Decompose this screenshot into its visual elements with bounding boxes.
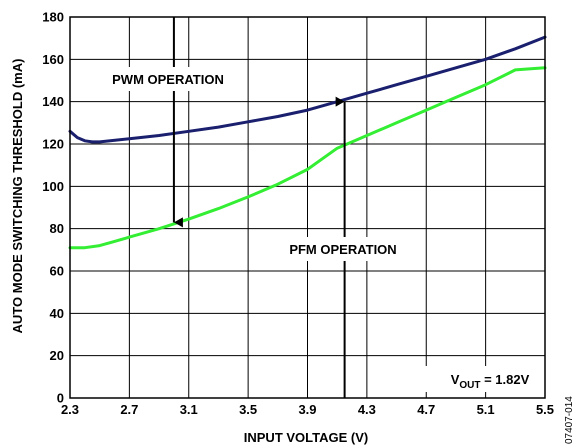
pwm-operation-label: PWM OPERATION — [112, 72, 224, 87]
vout-label-bg — [425, 366, 543, 392]
y-tick-label: 60 — [50, 264, 64, 279]
y-tick-label: 120 — [42, 137, 64, 152]
x-tick-label: 5.1 — [477, 402, 495, 417]
x-tick-label: 4.7 — [417, 402, 435, 417]
x-tick-labels: 2.3 2.7 3.1 3.5 3.9 4.3 4.7 5.1 5.5 — [61, 402, 554, 417]
y-tick-label: 100 — [42, 179, 64, 194]
y-tick-label: 40 — [50, 306, 64, 321]
figure-id: 07407-014 — [564, 396, 575, 444]
y-tick-label: 180 — [42, 10, 64, 25]
y-tick-label: 140 — [42, 94, 64, 109]
pfm-label-bg — [268, 237, 418, 261]
x-tick-label: 3.5 — [239, 402, 257, 417]
vout-prefix: V — [451, 372, 460, 387]
grid — [69, 16, 546, 399]
y-tick-label: 20 — [50, 348, 64, 363]
pwm-label-bg — [92, 67, 244, 91]
y-tick-label: 0 — [57, 391, 64, 406]
x-tick-label: 3.9 — [298, 402, 316, 417]
x-axis-label: INPUT VOLTAGE (V) — [244, 430, 368, 445]
y-tick-label: 160 — [42, 52, 64, 67]
series-layer — [68, 35, 547, 250]
vout-value: = 1.82V — [480, 372, 529, 387]
y-axis-label: AUTO MODE SWITCHING THRESHOLD (mA) — [10, 59, 25, 334]
plot-frame — [69, 16, 546, 399]
vout-label: VOUT = 1.82V — [451, 372, 530, 391]
y-tick-labels: 0 20 40 60 80 100 120 140 160 180 — [42, 10, 64, 406]
x-tick-label: 2.7 — [120, 402, 138, 417]
y-tick-label: 80 — [50, 221, 64, 236]
vout-subscript: OUT — [459, 380, 480, 391]
series-line-2 — [68, 66, 547, 250]
x-tick-label: 5.5 — [536, 402, 554, 417]
series-line-1 — [68, 35, 547, 144]
x-tick-label: 2.3 — [61, 402, 79, 417]
pfm-operation-label: PFM OPERATION — [289, 242, 396, 257]
x-tick-label: 4.3 — [358, 402, 376, 417]
x-tick-label: 3.1 — [180, 402, 198, 417]
